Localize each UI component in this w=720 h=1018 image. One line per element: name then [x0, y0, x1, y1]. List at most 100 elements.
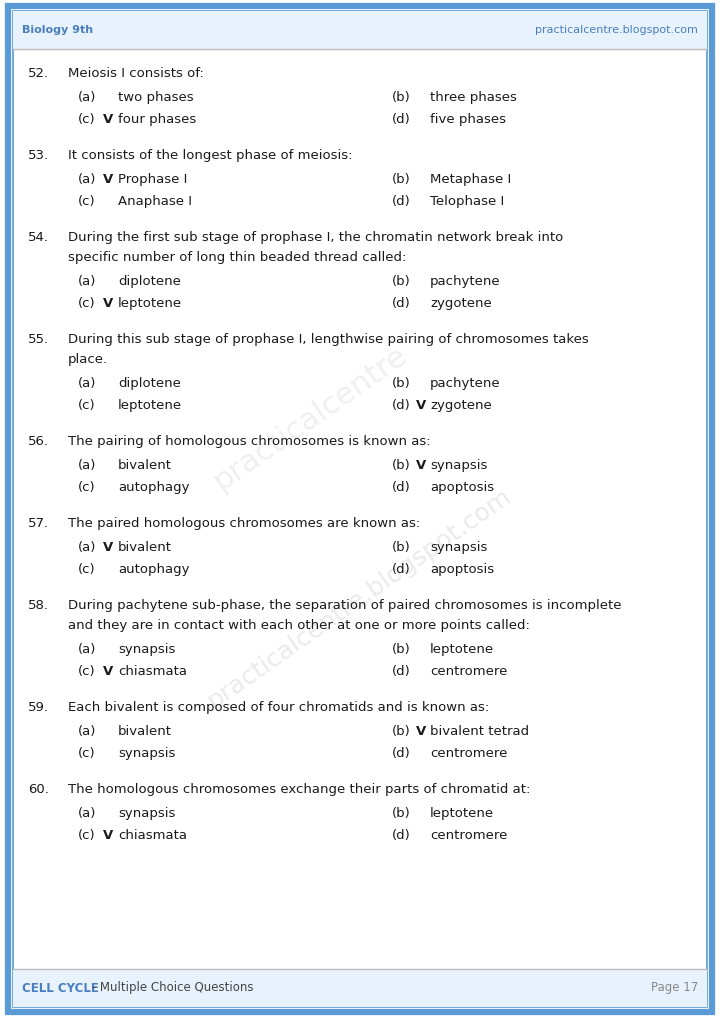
Text: Page 17: Page 17 [651, 981, 698, 995]
Text: V: V [416, 725, 426, 738]
Text: V: V [416, 399, 426, 412]
Text: practicalcentre.blogspot.com: practicalcentre.blogspot.com [535, 25, 698, 35]
Text: Prophase I: Prophase I [118, 173, 187, 186]
Text: chiasmata: chiasmata [118, 829, 187, 842]
Text: (b): (b) [392, 643, 410, 656]
Text: (b): (b) [392, 173, 410, 186]
Text: leptotene: leptotene [430, 807, 494, 821]
Text: (a): (a) [78, 807, 96, 821]
Text: practicalcentre.blogspot.com: practicalcentre.blogspot.com [204, 484, 516, 713]
Text: synapsis: synapsis [118, 643, 176, 656]
Text: (c): (c) [78, 195, 96, 208]
Text: (a): (a) [78, 459, 96, 472]
Text: (d): (d) [392, 747, 410, 760]
Text: Each bivalent is composed of four chromatids and is known as:: Each bivalent is composed of four chroma… [68, 701, 490, 714]
Text: During the first sub stage of prophase I, the chromatin network break into: During the first sub stage of prophase I… [68, 231, 563, 244]
Text: specific number of long thin beaded thread called:: specific number of long thin beaded thre… [68, 251, 406, 264]
Text: (b): (b) [392, 541, 410, 554]
Text: (a): (a) [78, 541, 96, 554]
Text: bivalent: bivalent [118, 459, 172, 472]
Text: (b): (b) [392, 377, 410, 390]
Text: During this sub stage of prophase I, lengthwise pairing of chromosomes takes: During this sub stage of prophase I, len… [68, 333, 589, 346]
Text: 53.: 53. [28, 149, 49, 162]
Text: (d): (d) [392, 480, 410, 494]
Text: V: V [103, 113, 113, 126]
Text: (a): (a) [78, 377, 96, 390]
Text: centromere: centromere [430, 829, 508, 842]
Text: During pachytene sub-phase, the separation of paired chromosomes is incomplete: During pachytene sub-phase, the separati… [68, 599, 621, 612]
Text: and they are in contact with each other at one or more points called:: and they are in contact with each other … [68, 619, 530, 632]
Text: autophagy: autophagy [118, 563, 189, 576]
Text: chiasmata: chiasmata [118, 665, 187, 678]
Text: 52.: 52. [28, 67, 49, 80]
Text: (d): (d) [392, 665, 410, 678]
Text: autophagy: autophagy [118, 480, 189, 494]
Text: (d): (d) [392, 297, 410, 310]
Text: synapsis: synapsis [430, 541, 487, 554]
Text: The pairing of homologous chromosomes is known as:: The pairing of homologous chromosomes is… [68, 435, 431, 448]
Text: place.: place. [68, 353, 108, 366]
Text: V: V [103, 665, 113, 678]
Text: pachytene: pachytene [430, 377, 500, 390]
Text: two phases: two phases [118, 91, 194, 104]
Text: diplotene: diplotene [118, 377, 181, 390]
Text: 59.: 59. [28, 701, 49, 714]
Text: (a): (a) [78, 173, 96, 186]
Text: leptotene: leptotene [118, 399, 182, 412]
Text: (c): (c) [78, 480, 96, 494]
Text: Meiosis I consists of:: Meiosis I consists of: [68, 67, 204, 80]
Text: V: V [103, 829, 113, 842]
Text: (c): (c) [78, 829, 96, 842]
Text: CELL CYCLE: CELL CYCLE [22, 981, 99, 995]
Text: (d): (d) [392, 399, 410, 412]
Text: Metaphase I: Metaphase I [430, 173, 511, 186]
Text: V: V [103, 173, 113, 186]
Text: (a): (a) [78, 725, 96, 738]
Text: 58.: 58. [28, 599, 49, 612]
Text: (c): (c) [78, 297, 96, 310]
Text: The paired homologous chromosomes are known as:: The paired homologous chromosomes are kn… [68, 517, 420, 530]
Text: V: V [103, 541, 113, 554]
Text: zygotene: zygotene [430, 399, 492, 412]
Text: (c): (c) [78, 747, 96, 760]
Text: (b): (b) [392, 275, 410, 288]
Text: bivalent: bivalent [118, 541, 172, 554]
Text: (b): (b) [392, 725, 410, 738]
Text: V: V [416, 459, 426, 472]
Text: Anaphase I: Anaphase I [118, 195, 192, 208]
Text: (d): (d) [392, 563, 410, 576]
Text: 56.: 56. [28, 435, 49, 448]
Text: bivalent tetrad: bivalent tetrad [430, 725, 529, 738]
Text: (a): (a) [78, 643, 96, 656]
Text: - Multiple Choice Questions: - Multiple Choice Questions [88, 981, 253, 995]
Text: (c): (c) [78, 113, 96, 126]
Text: synapsis: synapsis [118, 807, 176, 821]
Text: (d): (d) [392, 113, 410, 126]
Text: four phases: four phases [118, 113, 197, 126]
Text: three phases: three phases [430, 91, 517, 104]
Text: leptotene: leptotene [430, 643, 494, 656]
Text: (b): (b) [392, 459, 410, 472]
Text: centromere: centromere [430, 747, 508, 760]
Text: synapsis: synapsis [118, 747, 176, 760]
Text: synapsis: synapsis [430, 459, 487, 472]
Text: V: V [103, 297, 113, 310]
Text: centromere: centromere [430, 665, 508, 678]
Text: It consists of the longest phase of meiosis:: It consists of the longest phase of meio… [68, 149, 353, 162]
Text: (d): (d) [392, 195, 410, 208]
Text: leptotene: leptotene [118, 297, 182, 310]
Text: 54.: 54. [28, 231, 49, 244]
Text: Telophase I: Telophase I [430, 195, 504, 208]
Text: (b): (b) [392, 91, 410, 104]
Text: 57.: 57. [28, 517, 49, 530]
Text: 60.: 60. [28, 783, 49, 796]
Text: (a): (a) [78, 275, 96, 288]
Bar [13, 969, 707, 1007]
Text: zygotene: zygotene [430, 297, 492, 310]
Text: (c): (c) [78, 399, 96, 412]
Bar [13, 11, 707, 49]
Text: 55.: 55. [28, 333, 49, 346]
Text: (b): (b) [392, 807, 410, 821]
Text: five phases: five phases [430, 113, 506, 126]
Text: (c): (c) [78, 563, 96, 576]
